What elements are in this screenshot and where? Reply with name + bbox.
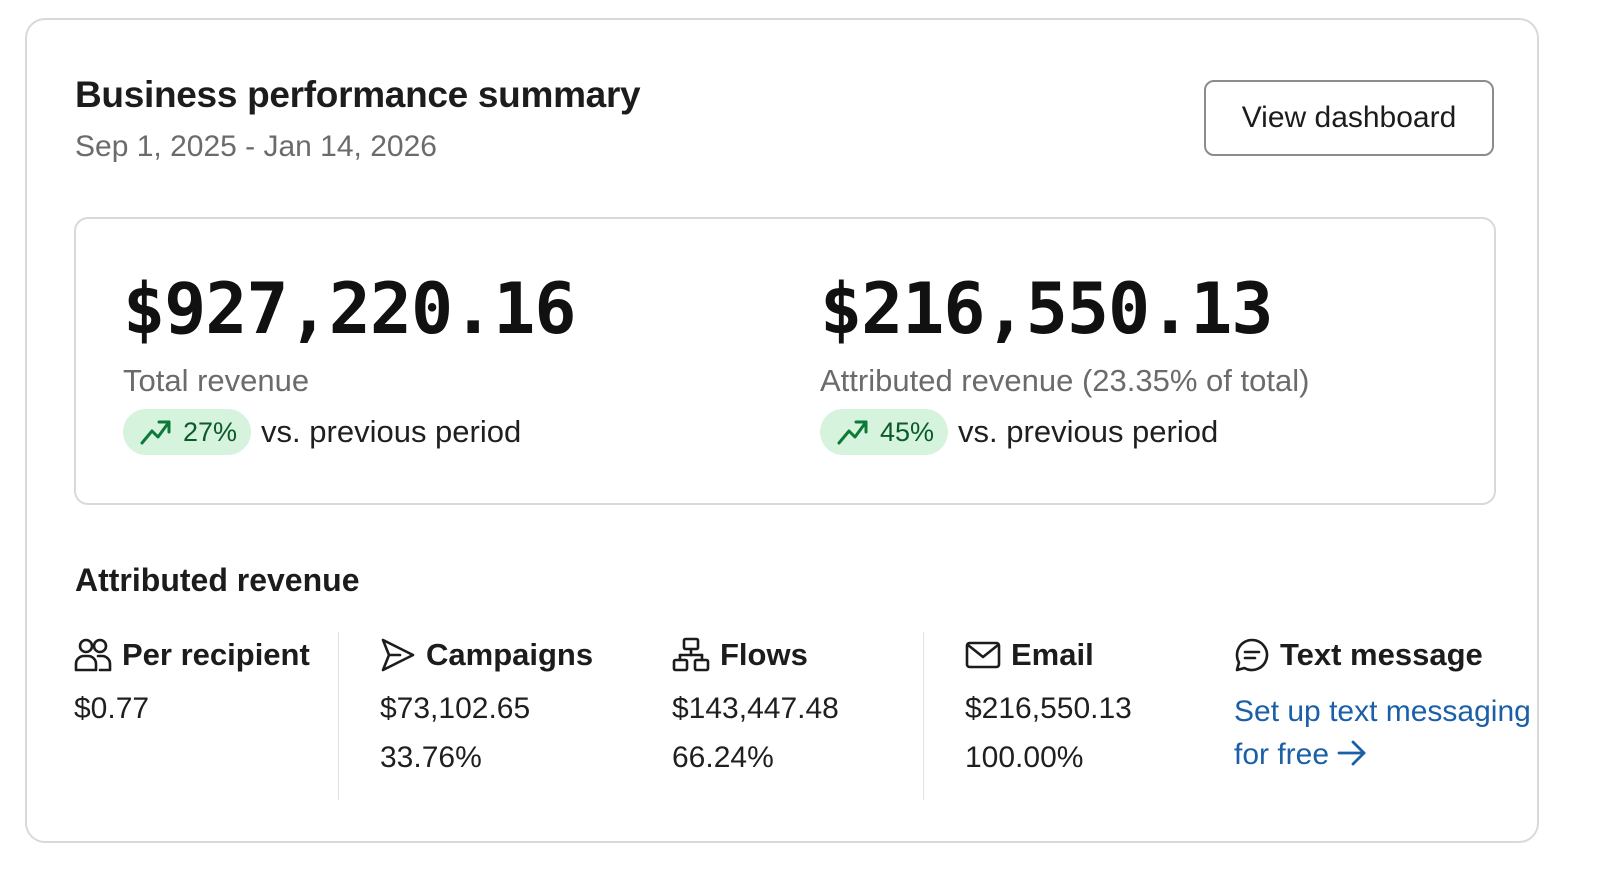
- kpi-label: Total revenue: [123, 363, 310, 398]
- metric-header: Flows: [672, 632, 839, 678]
- trending-up-icon: [836, 417, 870, 447]
- metric-campaigns: Campaigns $73,102.65 33.76%: [380, 632, 593, 800]
- kpi-label: Attributed revenue (23.35% of total): [820, 363, 1310, 398]
- metric-header: Text message: [1234, 632, 1534, 678]
- metric-label: Per recipient: [122, 637, 310, 672]
- kpi-value: $216,550.13: [820, 268, 1274, 350]
- delta-suffix: vs. previous period: [958, 414, 1219, 449]
- section-title: Attributed revenue: [75, 562, 360, 598]
- metric-label: Flows: [720, 637, 808, 672]
- metric-share: 33.76%: [380, 741, 482, 774]
- attributed-metrics: Per recipient $0.77 Campaigns $73,102.65…: [27, 632, 1537, 802]
- setup-text-messaging-link[interactable]: Set up text messaging for free: [1234, 690, 1534, 778]
- metric-text-message: Text message Set up text messaging for f…: [1234, 632, 1534, 800]
- metric-header: Email: [965, 632, 1132, 678]
- metric-value: $216,550.13: [965, 692, 1132, 725]
- users-icon: [74, 637, 112, 673]
- link-text: Set up text messaging for free: [1234, 695, 1531, 771]
- arrow-right-icon: [1337, 735, 1367, 778]
- performance-summary-card: Business performance summary Sep 1, 2025…: [25, 18, 1539, 843]
- metric-value: $0.77: [74, 692, 150, 725]
- column-divider: [923, 632, 924, 800]
- kpi-total-revenue: $927,220.16 Total revenue 27% vs. previo…: [123, 268, 577, 455]
- metric-per-recipient: Per recipient $0.77: [74, 632, 310, 800]
- date-range: Sep 1, 2025 - Jan 14, 2026: [75, 130, 437, 163]
- metric-label: Text message: [1280, 637, 1483, 672]
- metric-value: $143,447.48: [672, 692, 839, 725]
- column-divider: [338, 632, 339, 800]
- metric-header: Campaigns: [380, 632, 593, 678]
- metric-flows: Flows $143,447.48 66.24%: [672, 632, 839, 800]
- metric-value: $73,102.65: [380, 692, 531, 725]
- delta-value: 27%: [183, 416, 238, 447]
- delta-badge: 45%: [820, 409, 949, 455]
- kpi-delta-row: 45% vs. previous period: [820, 409, 1309, 455]
- metric-label: Email: [1011, 637, 1094, 672]
- delta-value: 45%: [880, 416, 935, 447]
- kpi-delta-row: 27% vs. previous period: [123, 409, 576, 455]
- metric-label: Campaigns: [426, 637, 594, 672]
- trending-up-icon: [139, 417, 173, 447]
- metric-share: 66.24%: [672, 741, 774, 774]
- kpi-panel: $927,220.16 Total revenue 27% vs. previo…: [74, 217, 1496, 505]
- mail-icon: [965, 639, 1001, 671]
- view-dashboard-button[interactable]: View dashboard: [1204, 80, 1494, 156]
- metric-email: Email $216,550.13 100.00%: [965, 632, 1132, 800]
- metric-header: Per recipient: [74, 632, 310, 678]
- delta-badge: 27%: [123, 409, 252, 455]
- delta-suffix: vs. previous period: [261, 414, 522, 449]
- message-icon: [1234, 637, 1270, 673]
- kpi-attributed-revenue: $216,550.13 Attributed revenue (23.35% o…: [820, 269, 1309, 455]
- flow-icon: [672, 637, 710, 673]
- page-title: Business performance summary: [75, 74, 641, 115]
- kpi-value: $927,220.16: [123, 268, 577, 350]
- send-icon: [380, 637, 416, 673]
- metric-share: 100.00%: [965, 741, 1084, 774]
